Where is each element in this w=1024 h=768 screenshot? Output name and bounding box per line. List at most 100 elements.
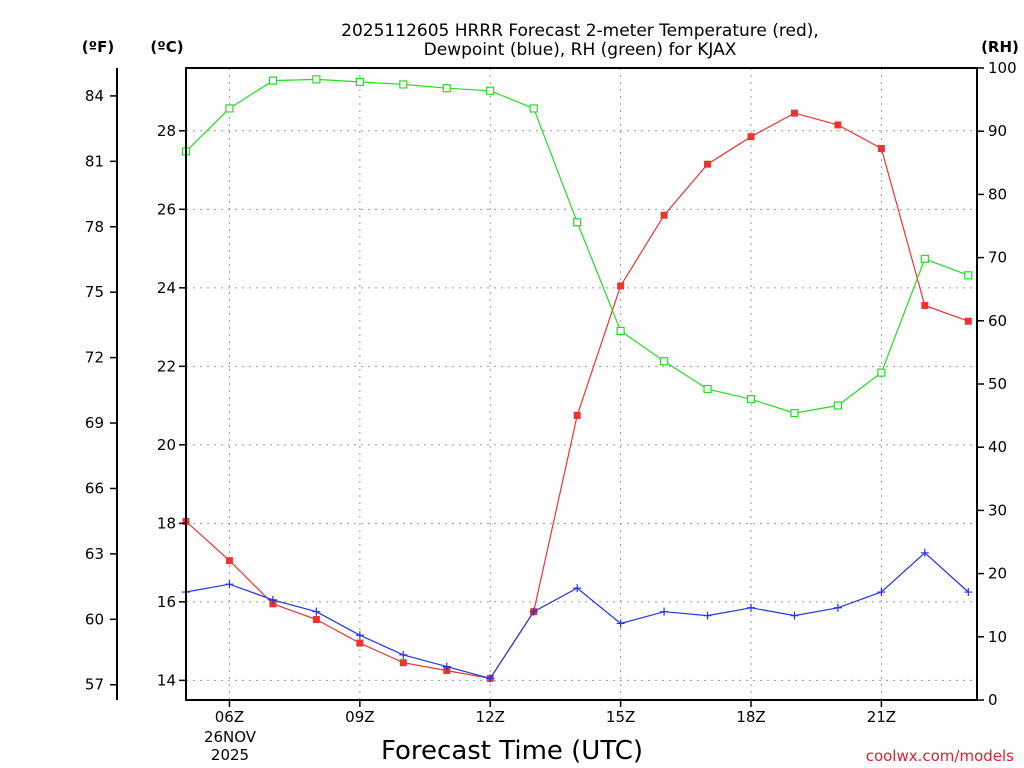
- x-tick-label-3: 15Z: [606, 708, 635, 726]
- fahrenheit-tick-label-3: 66: [85, 479, 104, 497]
- temperature-point-4: [356, 639, 364, 647]
- rh-point-4: [355, 77, 364, 87]
- fahrenheit-tick-label-5: 72: [85, 349, 104, 367]
- temperature-point-14: [790, 109, 798, 117]
- rh-point-6: [442, 84, 451, 93]
- temperature-point-1: [225, 557, 233, 565]
- rh-tick-label-10: 100: [988, 59, 1017, 77]
- celsius-tick-label-1: 16: [157, 593, 176, 611]
- fahrenheit-tick-label-4: 69: [85, 414, 104, 432]
- rh-tick-label-2: 20: [988, 565, 1007, 583]
- rh-point-9: [573, 218, 582, 227]
- celsius-tick-label-6: 26: [157, 200, 176, 218]
- rh-point-14: [790, 408, 799, 418]
- rh-point-1: [225, 104, 234, 113]
- celsius-unit-label: (ºC): [150, 38, 183, 56]
- dewpoint-point-15: [833, 603, 842, 612]
- rh-tick-label-4: 40: [988, 438, 1007, 456]
- rh-tick-label-7: 70: [988, 249, 1007, 267]
- temperature-point-5: [399, 659, 407, 667]
- rh-point-12: [703, 384, 712, 394]
- rh-tick-label-0: 0: [988, 691, 998, 709]
- celsius-tick-label-7: 28: [157, 122, 176, 140]
- dewpoint-point-7: [486, 674, 495, 683]
- fahrenheit-tick-label-2: 63: [85, 545, 104, 563]
- axes: 06Z 09Z 12Z 15Z 18Z 21Z 14 16 18 20 22 24 26 28 57 60 63…: [85, 59, 1017, 726]
- celsius-tick-label-0: 14: [157, 671, 176, 689]
- rh-point-17: [920, 254, 929, 263]
- x-axis-title: Forecast Time (UTC): [381, 736, 643, 766]
- dewpoint-point-5: [399, 650, 408, 659]
- celsius-tick-label-4: 22: [157, 357, 176, 375]
- credit-text: coolwx.com/models: [866, 747, 1014, 765]
- date-label-day: 26NOV: [204, 728, 257, 746]
- temperature-point-18: [964, 317, 972, 325]
- dewpoint-point-6: [442, 662, 451, 671]
- rh-tick-label-8: 80: [988, 185, 1007, 203]
- celsius-tick-label-2: 18: [157, 514, 176, 532]
- rh-point-2: [268, 76, 278, 85]
- dewpoint-point-18: [964, 588, 973, 597]
- dewpoint-point-12: [703, 611, 712, 620]
- temperature-point-15: [834, 121, 842, 129]
- rh-point-8: [529, 104, 538, 113]
- celsius-tick-label-5: 24: [157, 279, 176, 297]
- dewpoint-point-10: [616, 619, 625, 628]
- dewpoint-point-9: [573, 584, 582, 593]
- rh-point-18: [964, 271, 973, 280]
- fahrenheit-tick-label-1: 60: [85, 610, 104, 628]
- dewpoint-point-14: [790, 611, 799, 620]
- fahrenheit-tick-label-6: 75: [85, 283, 104, 301]
- dewpoint-point-3: [312, 607, 321, 616]
- series-layer: [181, 75, 973, 683]
- rh-line: [185, 78, 969, 414]
- fahrenheit-unit-label: (ºF): [82, 38, 114, 56]
- celsius-tick-label-3: 20: [157, 436, 176, 454]
- dewpoint-point-4: [355, 631, 364, 640]
- fahrenheit-tick-label-8: 81: [85, 152, 104, 170]
- rh-point-13: [746, 395, 756, 404]
- temperature-point-13: [747, 133, 755, 141]
- dewpoint-point-16: [877, 588, 886, 597]
- rh-tick-label-1: 10: [988, 628, 1007, 646]
- dewpoint-point-2: [268, 595, 277, 604]
- dewpoint-line: [185, 551, 969, 680]
- rh-point-11: [659, 357, 669, 366]
- rh-unit-label: (RH): [981, 38, 1019, 56]
- dewpoint-point-8: [529, 607, 538, 616]
- rh-point-7: [486, 86, 495, 95]
- dewpoint-point-13: [747, 603, 755, 612]
- temperature-point-3: [312, 616, 320, 624]
- x-tick-label-1: 09Z: [345, 708, 374, 726]
- rh-point-10: [616, 326, 625, 336]
- plot-frame: [185, 67, 978, 701]
- chart-title-line-2: Dewpoint (blue), RH (green) for KJAX: [424, 40, 737, 60]
- temperature-point-12: [704, 160, 712, 168]
- rh-tick-label-3: 30: [988, 501, 1007, 519]
- x-tick-label-2: 12Z: [476, 708, 505, 726]
- rh-point-15: [833, 401, 843, 410]
- fahrenheit-tick-label-7: 78: [85, 218, 104, 236]
- rh-tick-label-6: 60: [988, 312, 1007, 330]
- dewpoint-point-1: [225, 580, 234, 589]
- temperature-point-16: [877, 144, 885, 152]
- dewpoint-point-11: [660, 607, 669, 616]
- rh-point-16: [877, 368, 886, 377]
- fahrenheit-tick-label-9: 84: [85, 87, 104, 105]
- rh-tick-label-5: 50: [988, 375, 1007, 393]
- temperature-point-10: [617, 282, 625, 290]
- dewpoint-point-17: [920, 548, 929, 557]
- temperature-point-11: [660, 211, 668, 219]
- date-label-year: 2025: [211, 746, 249, 764]
- temperature-point-17: [921, 301, 929, 309]
- x-tick-label-5: 21Z: [867, 708, 896, 726]
- gridlines: [186, 68, 977, 700]
- rh-point-3: [312, 75, 321, 84]
- x-tick-label-0: 06Z: [215, 708, 244, 726]
- rh-point-5: [399, 80, 408, 89]
- chart-title-line-1: 2025112605 HRRR Forecast 2-meter Tempera…: [341, 21, 819, 41]
- rh-tick-label-9: 90: [988, 122, 1007, 140]
- temperature-point-9: [573, 411, 581, 419]
- x-tick-label-4: 18Z: [736, 708, 765, 726]
